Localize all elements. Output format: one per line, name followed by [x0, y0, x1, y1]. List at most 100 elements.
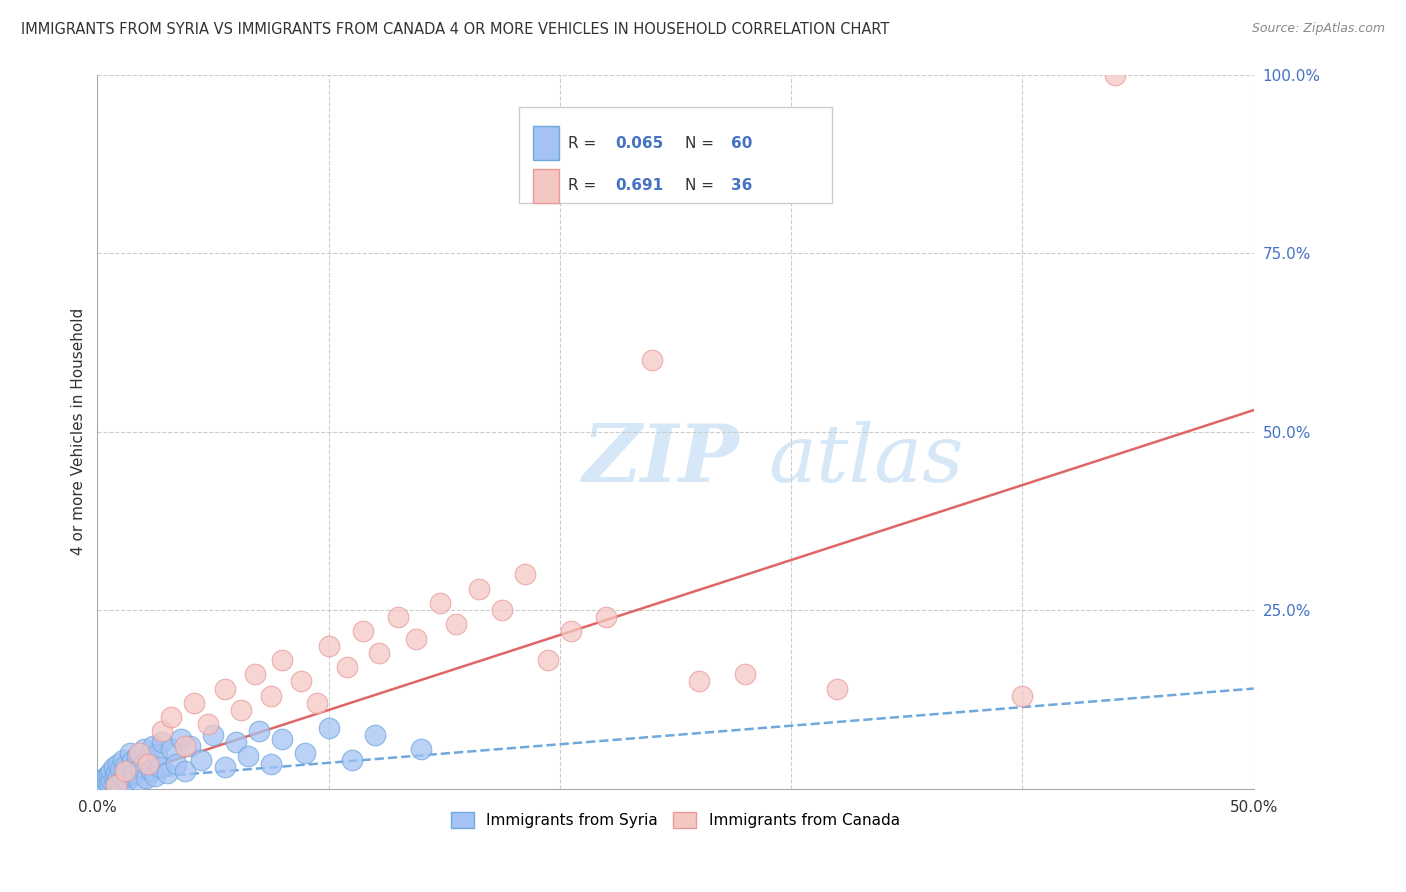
Point	[368, 646, 391, 660]
Text: R =: R =	[568, 136, 602, 151]
Point	[294, 746, 316, 760]
Point	[160, 710, 183, 724]
Point	[143, 769, 166, 783]
Point	[125, 749, 148, 764]
Point	[135, 771, 157, 785]
Text: N =: N =	[685, 136, 718, 151]
Point	[128, 774, 150, 789]
Point	[305, 696, 328, 710]
Point	[290, 674, 312, 689]
Point	[183, 696, 205, 710]
Point	[110, 762, 132, 776]
Point	[491, 603, 513, 617]
Text: IMMIGRANTS FROM SYRIA VS IMMIGRANTS FROM CANADA 4 OR MORE VEHICLES IN HOUSEHOLD : IMMIGRANTS FROM SYRIA VS IMMIGRANTS FROM…	[21, 22, 890, 37]
Point	[111, 771, 134, 785]
Point	[595, 610, 617, 624]
Point	[96, 769, 118, 783]
Point	[91, 776, 114, 790]
Point	[271, 731, 294, 746]
Point	[107, 769, 129, 783]
Point	[1011, 689, 1033, 703]
Point	[104, 778, 127, 792]
Point	[150, 724, 173, 739]
Point	[340, 753, 363, 767]
Point	[93, 777, 115, 791]
Point	[97, 767, 120, 781]
Point	[734, 667, 756, 681]
Point	[201, 728, 224, 742]
Point	[93, 771, 115, 785]
Point	[387, 610, 409, 624]
Point	[160, 742, 183, 756]
Point	[174, 764, 197, 778]
Text: R =: R =	[568, 178, 602, 194]
Point	[97, 776, 120, 790]
FancyBboxPatch shape	[533, 126, 558, 161]
Point	[243, 667, 266, 681]
Text: N =: N =	[685, 178, 718, 194]
Point	[156, 765, 179, 780]
Point	[352, 624, 374, 639]
Point	[179, 739, 201, 753]
Point	[114, 764, 136, 778]
Point	[139, 764, 162, 778]
Point	[103, 760, 125, 774]
Point	[336, 660, 359, 674]
Point	[118, 746, 141, 760]
Point	[560, 624, 582, 639]
Text: atlas: atlas	[768, 421, 963, 499]
Point	[136, 756, 159, 771]
Point	[271, 653, 294, 667]
FancyBboxPatch shape	[533, 169, 558, 202]
Point	[515, 567, 537, 582]
Point	[537, 653, 560, 667]
Point	[174, 739, 197, 753]
Point	[89, 778, 111, 792]
Point	[111, 753, 134, 767]
Point	[468, 582, 491, 596]
Point	[364, 728, 387, 742]
Text: 0.065: 0.065	[616, 136, 664, 151]
Point	[110, 776, 132, 790]
Point	[405, 632, 427, 646]
Point	[91, 772, 114, 787]
Text: ZIP: ZIP	[583, 421, 740, 499]
Point	[96, 774, 118, 789]
Point	[107, 756, 129, 771]
Point	[318, 721, 340, 735]
Point	[100, 772, 122, 787]
Point	[214, 681, 236, 696]
Legend: Immigrants from Syria, Immigrants from Canada: Immigrants from Syria, Immigrants from C…	[446, 806, 905, 834]
Point	[169, 731, 191, 746]
Point	[142, 739, 165, 753]
Point	[150, 735, 173, 749]
Point	[236, 749, 259, 764]
Point	[641, 353, 664, 368]
Point	[1104, 68, 1126, 82]
Point	[132, 742, 155, 756]
Point	[117, 772, 139, 787]
Point	[117, 764, 139, 778]
Y-axis label: 4 or more Vehicles in Household: 4 or more Vehicles in Household	[72, 308, 86, 555]
Point	[190, 753, 212, 767]
Text: Source: ZipAtlas.com: Source: ZipAtlas.com	[1251, 22, 1385, 36]
Point	[229, 703, 252, 717]
Point	[260, 689, 283, 703]
Point	[149, 760, 172, 774]
Point	[165, 756, 187, 771]
Point	[429, 596, 451, 610]
Point	[444, 617, 467, 632]
Point	[146, 747, 169, 762]
Text: 0.691: 0.691	[616, 178, 664, 194]
Point	[104, 765, 127, 780]
Point	[124, 765, 146, 780]
Point	[128, 746, 150, 760]
Point	[104, 774, 127, 789]
Point	[121, 755, 143, 769]
Point	[688, 674, 710, 689]
Point	[129, 760, 152, 774]
Point	[136, 751, 159, 765]
Point	[114, 767, 136, 781]
Point	[214, 760, 236, 774]
Point	[114, 758, 136, 772]
